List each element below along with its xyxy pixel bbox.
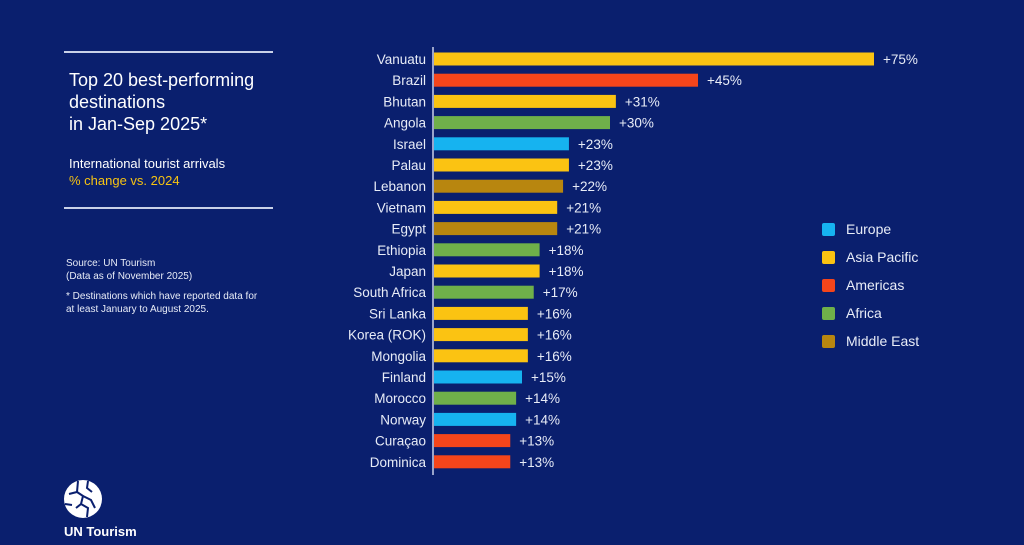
category-label: Norway xyxy=(380,412,426,427)
data-label: +21% xyxy=(566,222,601,237)
legend-swatch xyxy=(822,334,835,348)
bar-vanuatu xyxy=(434,52,874,66)
data-label: +30% xyxy=(619,116,654,131)
bar-morocco xyxy=(434,391,517,405)
data-label: +22% xyxy=(572,179,607,194)
bar-brazil xyxy=(434,73,698,87)
bar-ethiopia xyxy=(434,243,540,257)
category-label: Japan xyxy=(389,264,426,279)
bar-mongolia xyxy=(434,349,528,363)
legend-item: Europe xyxy=(822,215,919,243)
bar-sri-lanka xyxy=(434,306,528,320)
source-date: (Data as of November 2025) xyxy=(66,271,193,282)
legend-item: Middle East xyxy=(822,327,919,355)
bar-norway xyxy=(434,412,517,426)
bar-dominica xyxy=(434,455,511,469)
bar-angola xyxy=(434,116,610,130)
category-label: Mongolia xyxy=(371,349,426,364)
legend-label: Middle East xyxy=(846,333,920,349)
category-label: Morocco xyxy=(374,391,426,406)
bar-cura-ao xyxy=(434,434,511,448)
legend-item: Africa xyxy=(822,299,919,327)
legend-swatch xyxy=(822,222,835,236)
title-line: in Jan-Sep 2025* xyxy=(69,114,208,134)
category-label: Israel xyxy=(393,137,426,152)
category-label: Ethiopia xyxy=(377,243,426,258)
bar-palau xyxy=(434,158,569,172)
data-label: +23% xyxy=(578,158,613,173)
category-label: Korea (ROK) xyxy=(348,328,426,343)
legend-swatch xyxy=(822,250,835,264)
legend-swatch xyxy=(822,278,835,292)
data-label: +17% xyxy=(543,285,578,300)
data-label: +75% xyxy=(883,52,918,67)
bar-south-africa xyxy=(434,285,534,299)
legend-label: Asia Pacific xyxy=(846,249,919,265)
bar-israel xyxy=(434,137,569,151)
bar-vietnam xyxy=(434,200,558,214)
category-label: South Africa xyxy=(353,285,426,300)
data-label: +16% xyxy=(537,349,572,364)
legend-swatch xyxy=(822,306,835,320)
data-label: +31% xyxy=(625,94,660,109)
legend: Europe Asia Pacific Americas Africa Middle E… xyxy=(822,215,919,355)
category-label: Curaçao xyxy=(375,434,426,449)
category-label: Dominica xyxy=(370,455,427,470)
globe-icon xyxy=(64,480,102,518)
data-label: +13% xyxy=(519,455,554,470)
data-label: +15% xyxy=(531,370,566,385)
chart-title: Top 20 best-performing destinations in J… xyxy=(69,69,299,135)
bar-bhutan xyxy=(434,94,616,108)
category-label: Sri Lanka xyxy=(369,306,427,321)
chart-subtitle: International tourist arrivals % change … xyxy=(69,155,225,189)
subtitle-accent: % change vs. 2024 xyxy=(69,173,180,188)
data-label: +45% xyxy=(707,73,742,88)
data-label: +23% xyxy=(578,137,613,152)
bar-egypt xyxy=(434,222,558,236)
data-label: +18% xyxy=(549,264,584,279)
category-label: Vanuatu xyxy=(377,52,426,67)
footnote: * Destinations which have reported data … xyxy=(66,290,286,316)
data-label: +16% xyxy=(537,328,572,343)
bar-japan xyxy=(434,264,540,278)
footnote-line: * Destinations which have reported data … xyxy=(66,291,258,302)
category-label: Lebanon xyxy=(373,179,426,194)
legend-label: Africa xyxy=(846,305,882,321)
bar-finland xyxy=(434,370,522,384)
title-line: destinations xyxy=(69,92,166,112)
category-label: Egypt xyxy=(391,222,426,237)
logo-text: UN Tourism xyxy=(64,524,137,539)
legend-item: Asia Pacific xyxy=(822,243,919,271)
data-label: +13% xyxy=(519,434,554,449)
category-label: Palau xyxy=(391,158,426,173)
source-line: Source: UN Tourism xyxy=(66,258,156,269)
category-label: Finland xyxy=(382,370,426,385)
legend-item: Americas xyxy=(822,271,919,299)
category-label: Bhutan xyxy=(383,94,426,109)
data-label: +21% xyxy=(566,200,601,215)
title-line: Top 20 best-performing xyxy=(69,70,255,90)
source-note: Source: UN Tourism (Data as of November … xyxy=(66,257,192,283)
bar-lebanon xyxy=(434,179,564,193)
footnote-line: at least January to August 2025. xyxy=(66,304,209,315)
category-label: Angola xyxy=(384,116,427,131)
data-label: +18% xyxy=(549,243,584,258)
category-label: Vietnam xyxy=(377,200,426,215)
category-label: Brazil xyxy=(392,73,426,88)
top-divider xyxy=(64,51,273,53)
data-label: +14% xyxy=(525,391,560,406)
data-label: +16% xyxy=(537,306,572,321)
data-label: +14% xyxy=(525,412,560,427)
bar-korea-rok xyxy=(434,328,528,342)
bottom-divider xyxy=(64,207,273,209)
legend-label: Americas xyxy=(846,277,905,293)
legend-label: Europe xyxy=(846,221,892,237)
subtitle-text: International tourist arrivals xyxy=(69,156,226,171)
